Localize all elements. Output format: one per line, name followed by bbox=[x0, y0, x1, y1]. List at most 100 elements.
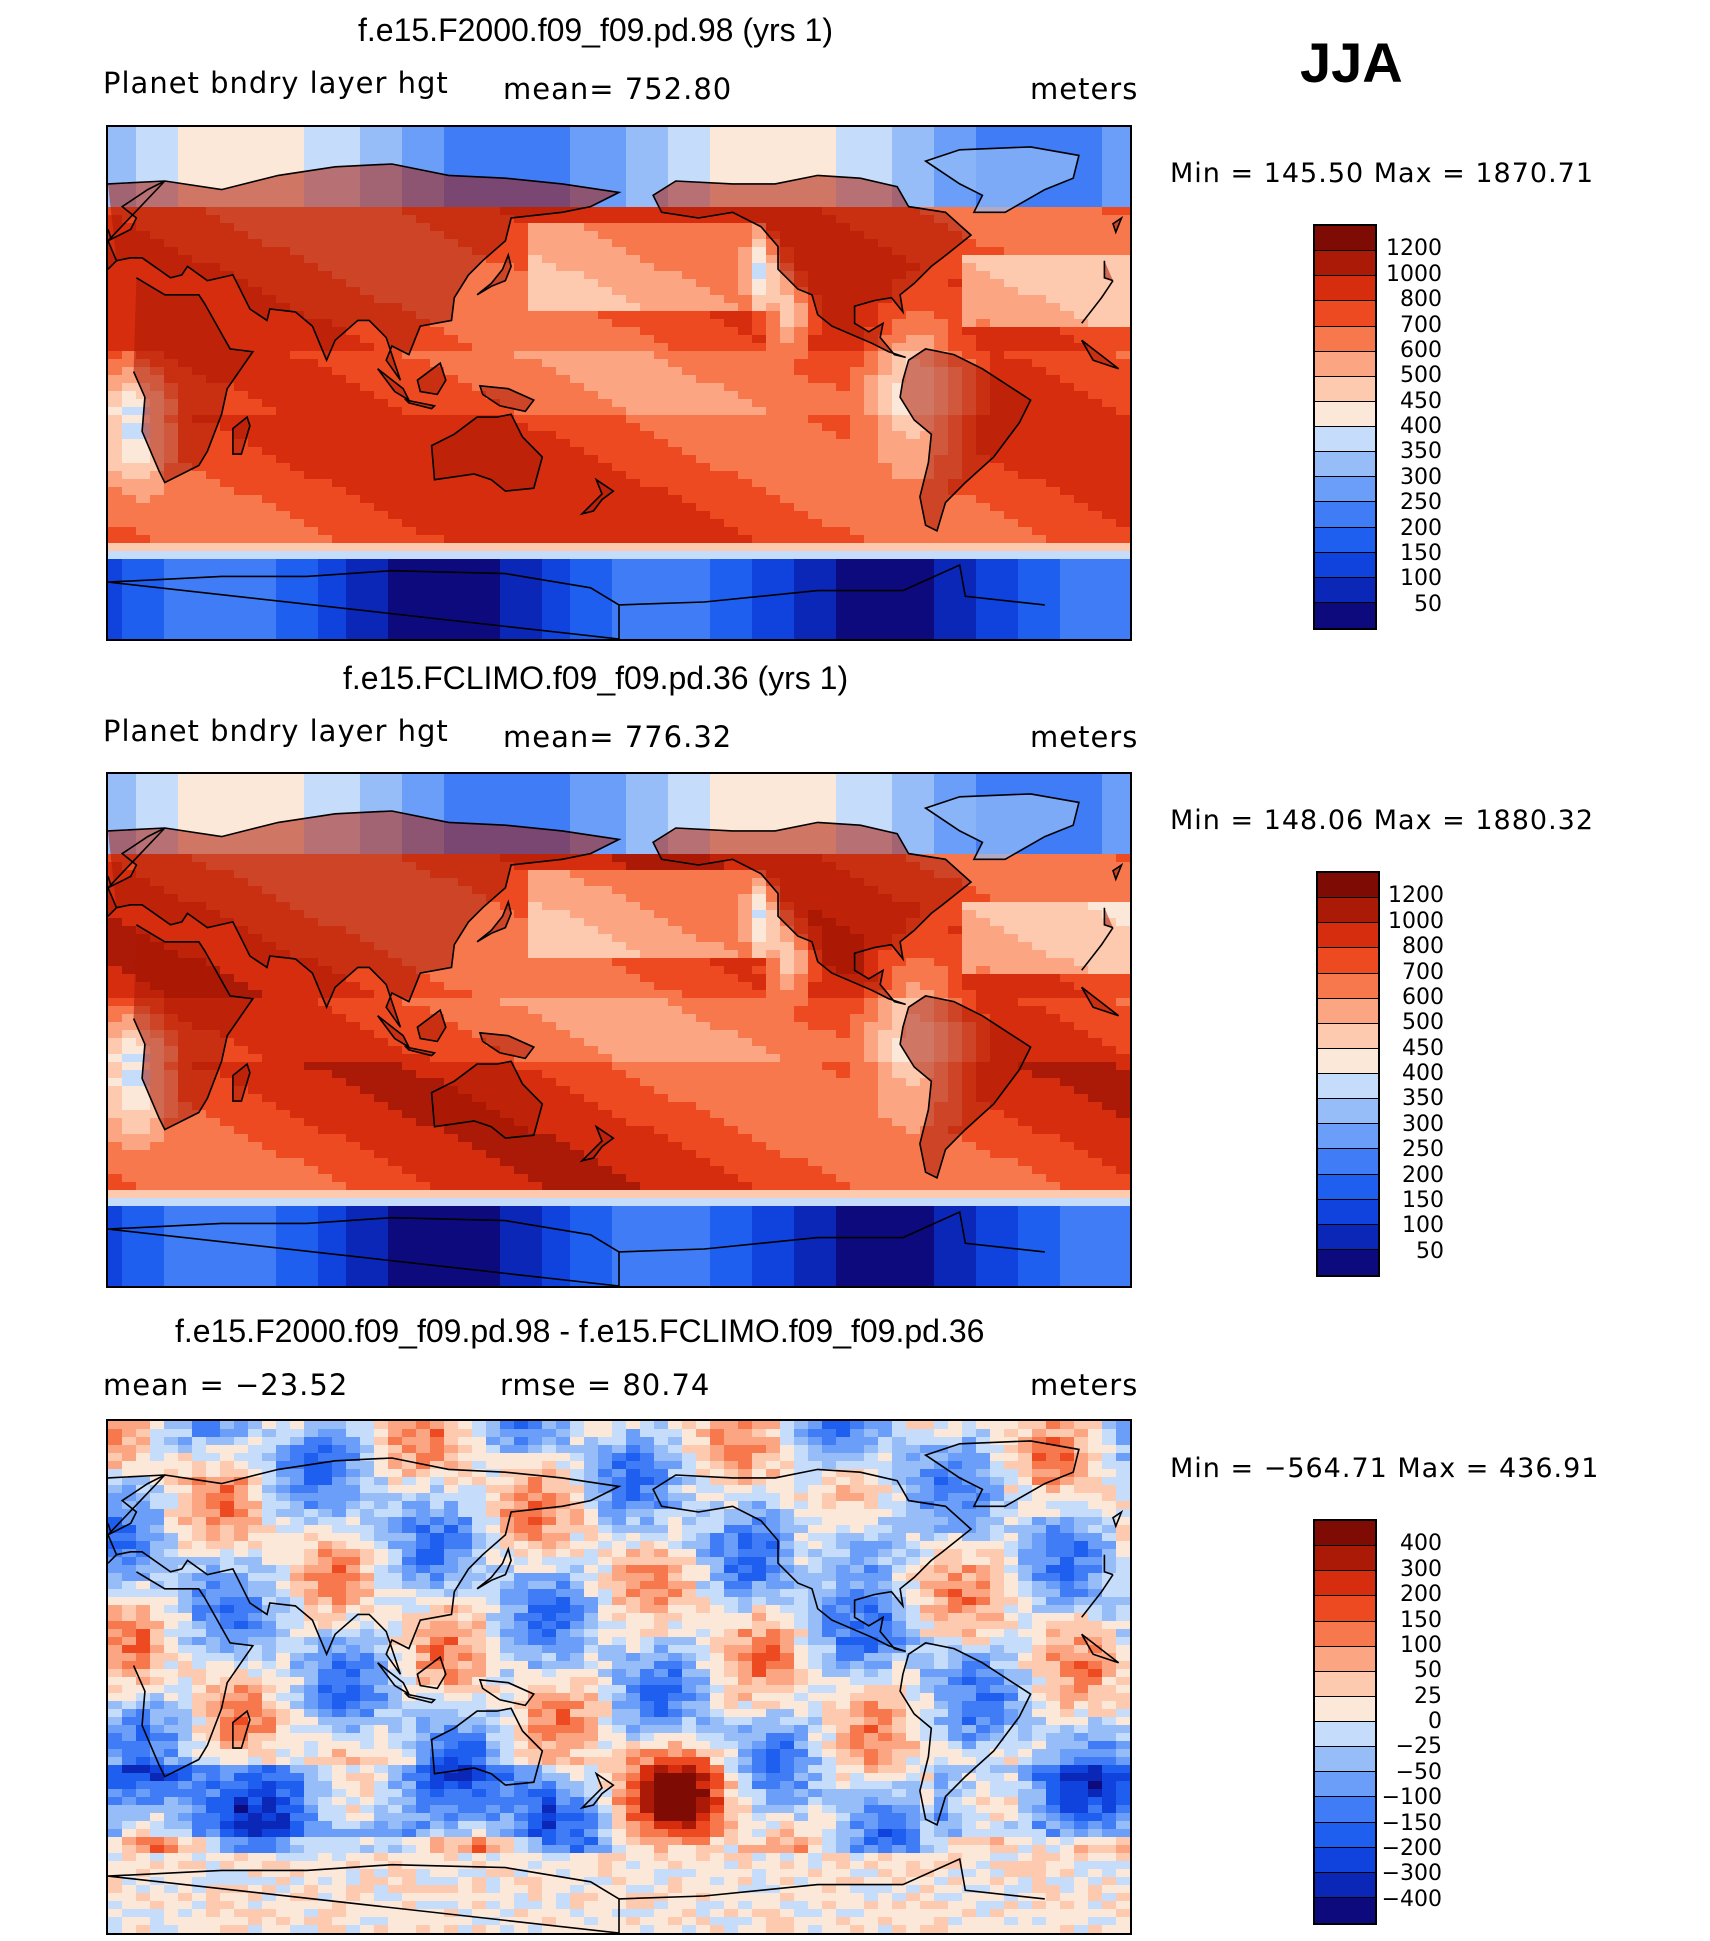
colorbar-tick-label: 300 bbox=[1400, 464, 1442, 490]
colorbar-swatch bbox=[1315, 1621, 1375, 1647]
colorbar-swatch bbox=[1318, 998, 1378, 1024]
colorbar-swatch bbox=[1315, 351, 1375, 377]
colorbar-tick-label: −300 bbox=[1381, 1861, 1442, 1887]
coastline bbox=[478, 384, 536, 413]
coastline bbox=[478, 1031, 536, 1060]
colorbar-tick-label: 350 bbox=[1402, 1086, 1444, 1112]
land-fill bbox=[479, 385, 534, 412]
panel-2-units-label: meters bbox=[1030, 720, 1139, 754]
colorbar-tick-label: 0 bbox=[1428, 1709, 1442, 1734]
coastline bbox=[108, 810, 1114, 1028]
panel-3-title: f.e15.F2000.f09_f09.pd.98 - f.e15.FCLIMO… bbox=[175, 1313, 985, 1349]
coastline bbox=[899, 995, 1032, 1180]
colorbar-swatch bbox=[1318, 1048, 1378, 1074]
colorbar-swatch bbox=[1315, 527, 1375, 553]
coastline bbox=[652, 174, 973, 359]
colorbar-swatch bbox=[1315, 1546, 1375, 1572]
panel-2-map bbox=[106, 772, 1132, 1288]
colorbar-swatch bbox=[1318, 973, 1378, 999]
coastline bbox=[108, 163, 1114, 381]
colorbar-swatch bbox=[1315, 1696, 1375, 1722]
colorbar-tick-label: 350 bbox=[1400, 439, 1442, 465]
colorbar-tick-label: 450 bbox=[1402, 1035, 1444, 1061]
coastline bbox=[476, 252, 512, 296]
coastlines bbox=[108, 146, 1124, 639]
land-fill bbox=[232, 1064, 250, 1102]
colorbar-swatch bbox=[1315, 452, 1375, 478]
coastline bbox=[430, 1707, 544, 1786]
colorbar-tick-label: 100 bbox=[1400, 1632, 1442, 1658]
coastline bbox=[232, 1709, 251, 1749]
colorbar-swatch bbox=[1318, 1099, 1378, 1125]
coastline bbox=[476, 899, 512, 943]
colorbar-tick-label: 700 bbox=[1402, 959, 1444, 985]
colorbar-swatch bbox=[1315, 1772, 1375, 1798]
colorbar-tick-label: 600 bbox=[1402, 984, 1444, 1010]
panel-3-minmax: Min = −564.71 Max = 436.91 bbox=[1170, 1453, 1600, 1484]
colorbar-tick-label: 100 bbox=[1402, 1213, 1444, 1239]
colorbar-swatch bbox=[1315, 1747, 1375, 1773]
colorbar-tick-label: 700 bbox=[1400, 312, 1442, 338]
colorbar-swatch bbox=[1315, 1521, 1375, 1547]
colorbar-tick-label: 250 bbox=[1400, 490, 1442, 516]
coastline bbox=[899, 1642, 1032, 1827]
colorbar-swatch bbox=[1315, 577, 1375, 603]
coastline bbox=[899, 348, 1032, 533]
land-fill bbox=[900, 995, 1031, 1178]
colorbar-tick-label: 50 bbox=[1416, 1238, 1444, 1264]
coastline bbox=[416, 361, 447, 396]
colorbar-tick-label: 200 bbox=[1400, 515, 1442, 541]
map-field bbox=[108, 1421, 1130, 1933]
coastline bbox=[476, 1546, 512, 1590]
coastline bbox=[108, 563, 1045, 639]
panel-3-colorbar-labels: 400 300 200 150 100 50 25 0 −25 −50 −100 −150 −200 −3… bbox=[1360, 1519, 1442, 1925]
coastline bbox=[652, 821, 973, 1006]
colorbar-swatch bbox=[1318, 898, 1378, 924]
panel-1-colorbar-labels: 1200 1000 800 700 600 500 450 400 350 300 250 200 15… bbox=[1360, 224, 1442, 630]
season-label: JJA bbox=[1300, 31, 1403, 94]
panel-2-title: f.e15.FCLIMO.f09_f09.pd.36 (yrs 1) bbox=[343, 660, 849, 696]
colorbar-swatch bbox=[1315, 1722, 1375, 1748]
land-fill bbox=[900, 348, 1031, 531]
colorbar-swatch bbox=[1315, 1872, 1375, 1898]
land-fill bbox=[582, 479, 614, 514]
colorbar-tick-label: 800 bbox=[1402, 934, 1444, 960]
colorbar-tick-label: 400 bbox=[1402, 1061, 1444, 1086]
land-fill bbox=[108, 811, 1113, 1028]
coastline bbox=[923, 146, 1080, 214]
colorbar-tick-label: 500 bbox=[1402, 1010, 1444, 1036]
colorbar-tick-label: 1000 bbox=[1386, 261, 1442, 287]
colorbar-tick-label: 600 bbox=[1400, 337, 1442, 363]
panel-3-rmse-label: rmse = 80.74 bbox=[500, 1368, 711, 1402]
land-fill bbox=[582, 1126, 614, 1161]
coastline bbox=[108, 1457, 1114, 1675]
coastline bbox=[416, 1008, 447, 1043]
land-fill bbox=[431, 1061, 543, 1139]
coastline bbox=[232, 415, 251, 455]
colorbar-tick-label: 50 bbox=[1414, 1658, 1442, 1684]
colorbar-swatch bbox=[1315, 1646, 1375, 1672]
colorbar-swatch bbox=[1315, 251, 1375, 277]
coastline bbox=[403, 398, 437, 410]
land-fill bbox=[108, 164, 1113, 381]
panel-3-colorbar bbox=[1313, 1519, 1377, 1925]
panel-1-map bbox=[106, 125, 1132, 641]
colorbar-tick-label: 800 bbox=[1400, 287, 1442, 313]
panel-1-colorbar bbox=[1313, 224, 1377, 630]
colorbar-tick-label: −200 bbox=[1381, 1835, 1442, 1861]
colorbar-swatch bbox=[1318, 1174, 1378, 1200]
panel-2-colorbar bbox=[1316, 871, 1380, 1277]
coastline bbox=[430, 413, 544, 492]
panel-2-colorbar-labels: 1200 1000 800 700 600 500 450 400 350 300 250 200 15… bbox=[1362, 871, 1444, 1277]
colorbar-tick-label: −25 bbox=[1395, 1734, 1442, 1760]
colorbar-tick-label: 150 bbox=[1400, 1607, 1442, 1633]
colorbar-swatch bbox=[1315, 552, 1375, 578]
colorbar-tick-label: 200 bbox=[1402, 1162, 1444, 1188]
coastline bbox=[478, 1678, 536, 1707]
land-fill bbox=[653, 822, 971, 1005]
colorbar-tick-label: 1200 bbox=[1388, 883, 1444, 909]
land-fill bbox=[925, 146, 1079, 213]
colorbar-tick-label: 50 bbox=[1414, 591, 1442, 617]
colorbar-swatch bbox=[1318, 948, 1378, 974]
coastline bbox=[579, 1124, 615, 1163]
